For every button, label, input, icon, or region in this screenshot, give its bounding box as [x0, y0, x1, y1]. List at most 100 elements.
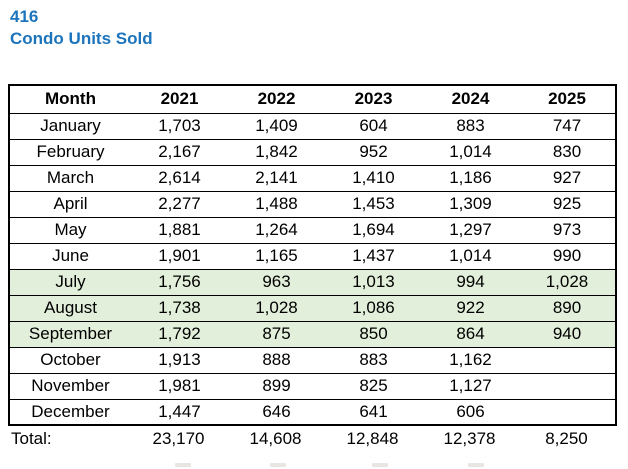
- total-row-table: Total: 23,170 14,608 12,848 12,378 8,250: [8, 426, 615, 452]
- value-cell: 1,013: [325, 269, 422, 296]
- month-cell: January: [9, 113, 131, 140]
- value-cell: 641: [325, 399, 422, 426]
- table-row: October 1,913 888 883 1,162: [9, 347, 616, 374]
- value-cell: 994: [422, 269, 519, 296]
- value-cell: 927: [519, 165, 616, 192]
- column-header-year: 2022: [228, 85, 325, 114]
- value-cell: 1,410: [325, 165, 422, 192]
- cutoff-next-row-artifact: [0, 463, 628, 469]
- month-cell: April: [9, 191, 131, 218]
- table-body: January 1,703 1,409 604 883 747 February 2,167 1…: [9, 113, 616, 426]
- value-cell: 1,447: [131, 399, 228, 426]
- value-cell: 973: [519, 217, 616, 244]
- value-cell: 1,488: [228, 191, 325, 218]
- value-cell: 1,086: [325, 295, 422, 322]
- value-cell: 747: [519, 113, 616, 140]
- value-cell: 925: [519, 191, 616, 218]
- value-cell: 864: [422, 321, 519, 348]
- value-cell: 2,614: [131, 165, 228, 192]
- value-cell: [519, 399, 616, 426]
- value-cell: 1,409: [228, 113, 325, 140]
- value-cell: 646: [228, 399, 325, 426]
- month-cell: August: [9, 295, 131, 322]
- month-cell: June: [9, 243, 131, 270]
- value-cell: 1,792: [131, 321, 228, 348]
- value-cell: 1,165: [228, 243, 325, 270]
- value-cell: 1,028: [519, 269, 616, 296]
- table-header-row: Month 2021 2022 2023 2024 2025: [9, 85, 616, 114]
- value-cell: 2,277: [131, 191, 228, 218]
- total-row: Total: 23,170 14,608 12,848 12,378 8,250: [8, 426, 615, 452]
- value-cell: 1,028: [228, 295, 325, 322]
- month-cell: July: [9, 269, 131, 296]
- value-cell: [519, 373, 616, 400]
- value-cell: 952: [325, 139, 422, 166]
- table-row: June 1,901 1,165 1,437 1,014 990: [9, 243, 616, 270]
- value-cell: 1,162: [422, 347, 519, 374]
- total-value-cell: 23,170: [152, 429, 205, 448]
- table-header: Month 2021 2022 2023 2024 2025: [9, 85, 616, 114]
- value-cell: 1,756: [131, 269, 228, 296]
- value-cell: 963: [228, 269, 325, 296]
- column-header-year: 2021: [131, 85, 228, 114]
- total-value-cell: 12,848: [346, 429, 399, 448]
- month-cell: March: [9, 165, 131, 192]
- month-cell: November: [9, 373, 131, 400]
- report-subtitle: Condo Units Sold: [10, 29, 153, 48]
- value-cell: 1,453: [325, 191, 422, 218]
- report-number: 416: [10, 7, 39, 26]
- condo-units-table: Month 2021 2022 2023 2024 2025 January 1,703 1,…: [8, 84, 617, 426]
- value-cell: 1,186: [422, 165, 519, 192]
- table-row: February 2,167 1,842 952 1,014 830: [9, 139, 616, 166]
- table-row: April 2,277 1,488 1,453 1,309 925: [9, 191, 616, 218]
- value-cell: 850: [325, 321, 422, 348]
- table-row: January 1,703 1,409 604 883 747: [9, 113, 616, 140]
- value-cell: 1,127: [422, 373, 519, 400]
- column-header-month: Month: [9, 85, 131, 114]
- value-cell: [519, 347, 616, 374]
- value-cell: 1,913: [131, 347, 228, 374]
- column-header-year: 2024: [422, 85, 519, 114]
- column-header-year: 2025: [519, 85, 616, 114]
- table-row: December 1,447 646 641 606: [9, 399, 616, 426]
- table-row: August 1,738 1,028 1,086 922 890: [9, 295, 616, 322]
- value-cell: 899: [228, 373, 325, 400]
- month-cell: September: [9, 321, 131, 348]
- value-cell: 830: [519, 139, 616, 166]
- value-cell: 1,901: [131, 243, 228, 270]
- month-cell: October: [9, 347, 131, 374]
- value-cell: 1,437: [325, 243, 422, 270]
- total-value-cell: 14,608: [249, 429, 302, 448]
- value-cell: 1,842: [228, 139, 325, 166]
- value-cell: 1,981: [131, 373, 228, 400]
- value-cell: 2,141: [228, 165, 325, 192]
- value-cell: 1,881: [131, 217, 228, 244]
- value-cell: 875: [228, 321, 325, 348]
- value-cell: 606: [422, 399, 519, 426]
- value-cell: 890: [519, 295, 616, 322]
- value-cell: 1,297: [422, 217, 519, 244]
- value-cell: 2,167: [131, 139, 228, 166]
- report-title: 416 Condo Units Sold: [10, 6, 153, 50]
- value-cell: 883: [325, 347, 422, 374]
- value-cell: 1,309: [422, 191, 519, 218]
- month-cell: February: [9, 139, 131, 166]
- value-cell: 604: [325, 113, 422, 140]
- table-row: September 1,792 875 850 864 940: [9, 321, 616, 348]
- value-cell: 1,694: [325, 217, 422, 244]
- value-cell: 1,014: [422, 139, 519, 166]
- total-label: Total:: [11, 429, 52, 448]
- total-value-cell: 8,250: [545, 429, 588, 448]
- value-cell: 1,703: [131, 113, 228, 140]
- month-cell: May: [9, 217, 131, 244]
- value-cell: 888: [228, 347, 325, 374]
- table-row: March 2,614 2,141 1,410 1,186 927: [9, 165, 616, 192]
- table-row: July 1,756 963 1,013 994 1,028: [9, 269, 616, 296]
- total-value-cell: 12,378: [443, 429, 496, 448]
- value-cell: 940: [519, 321, 616, 348]
- month-cell: December: [9, 399, 131, 426]
- value-cell: 1,264: [228, 217, 325, 244]
- value-cell: 922: [422, 295, 519, 322]
- column-header-year: 2023: [325, 85, 422, 114]
- value-cell: 883: [422, 113, 519, 140]
